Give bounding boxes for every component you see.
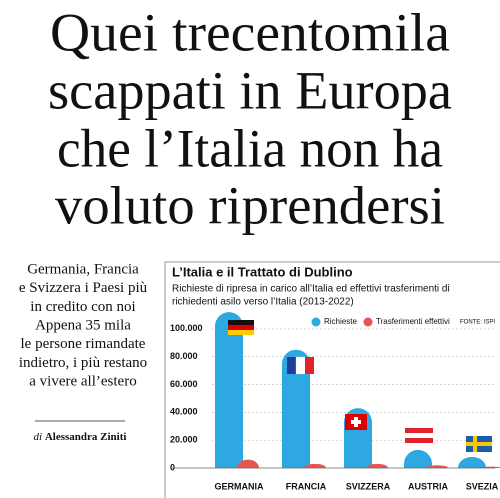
flag-sweden xyxy=(466,436,492,452)
summary-line: indietro, i più restano xyxy=(19,355,147,371)
headline: che l’Italia non ha xyxy=(57,118,443,178)
summary-line: e Svizzera i Paesi più xyxy=(19,280,148,296)
flag-france xyxy=(287,356,314,375)
bar xyxy=(458,456,486,468)
y-tick-label: 0 xyxy=(170,462,175,472)
bar xyxy=(215,312,243,468)
y-tick-label: 100.000 xyxy=(170,323,203,333)
headline: scappati in Europa xyxy=(48,60,452,120)
x-tick-label: SVEZIA xyxy=(466,481,499,491)
x-tick-label: FRANCIA xyxy=(286,481,327,491)
y-tick-label: 40.000 xyxy=(170,407,198,417)
chart-subtitle: Richieste di ripresa in carico all’Itali… xyxy=(172,284,450,295)
x-tick-label: AUSTRIA xyxy=(408,481,448,491)
headline: Quei trecentomila xyxy=(50,2,450,62)
legend-swatch xyxy=(311,317,321,327)
x-tick-label: GERMANIA xyxy=(215,481,264,491)
flag-austria xyxy=(405,428,433,443)
summary-line: a vivere all’estero xyxy=(29,374,136,390)
byline: di Alessandra Ziniti xyxy=(34,431,127,443)
flag-switzerland xyxy=(345,414,367,430)
bar xyxy=(366,463,388,468)
legend-swatch xyxy=(363,317,373,327)
flag-germany xyxy=(228,320,254,335)
legend-label: Richieste xyxy=(324,317,357,326)
summary-line: in credito con noi xyxy=(30,299,135,315)
summary-line: Germania, Francia xyxy=(27,261,139,277)
chart-title: L’Italia e il Trattato di Dublino xyxy=(172,264,353,279)
byline-name: Alessandra Ziniti xyxy=(45,431,127,443)
y-tick-label: 20.000 xyxy=(170,435,198,445)
chart-subtitle: richiedenti asilo verso l’Italia (2013-2… xyxy=(172,297,354,308)
flags xyxy=(228,320,492,452)
bar xyxy=(237,459,259,468)
headline: voluto riprendersi xyxy=(55,175,445,235)
byline-prefix: di xyxy=(34,431,43,443)
chart-frame xyxy=(164,261,500,498)
y-tick-label: 80.000 xyxy=(170,351,198,361)
bar xyxy=(304,463,326,468)
source: FONTE: ISPI xyxy=(460,320,495,326)
bar xyxy=(426,465,448,468)
bar xyxy=(404,449,432,468)
x-tick-label: SVIZZERA xyxy=(346,481,391,491)
summary-line: Appena 35 mila xyxy=(35,318,131,334)
bar xyxy=(282,349,310,468)
summary-line: le persone rimandate xyxy=(21,336,146,352)
legend-label: Trasferimenti effettivi xyxy=(376,317,450,326)
y-tick-label: 60.000 xyxy=(170,379,198,389)
